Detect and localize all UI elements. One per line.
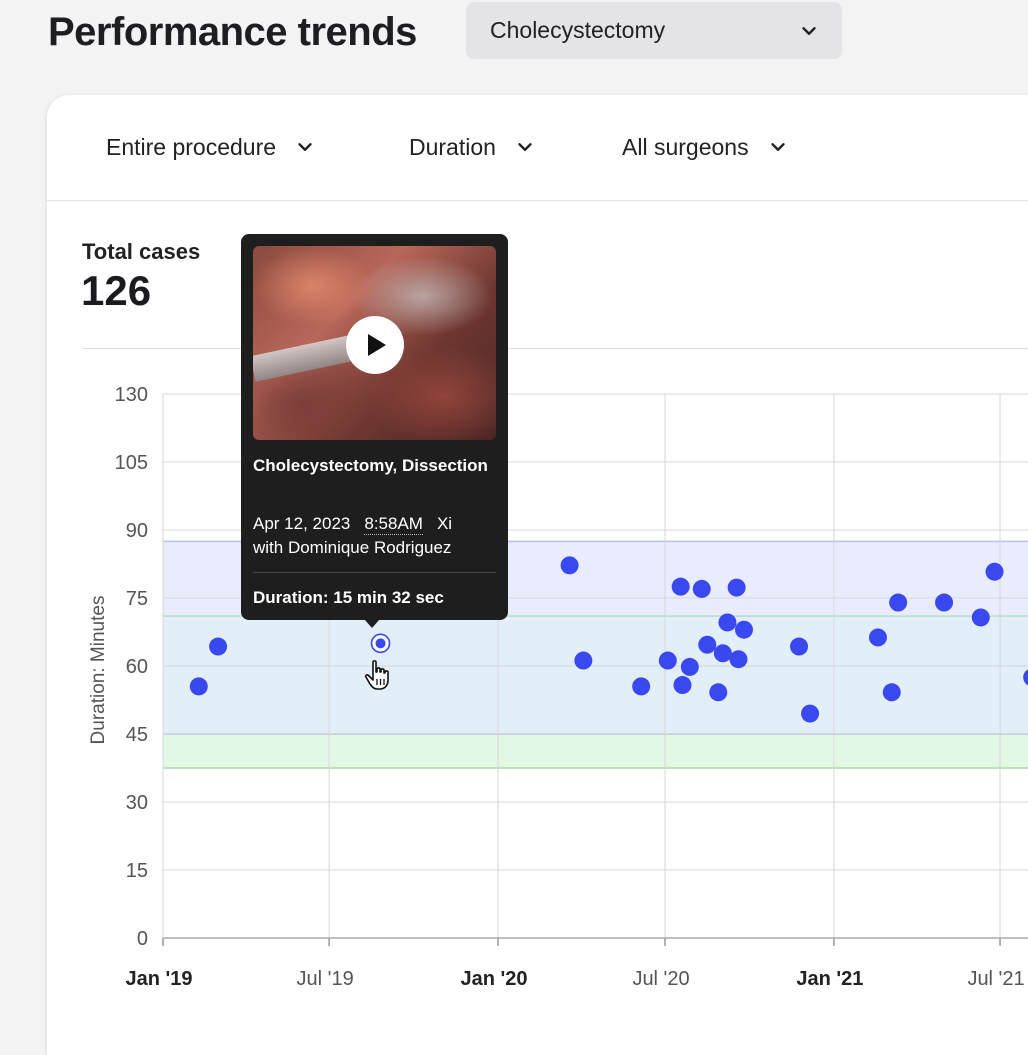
data-point[interactable] <box>709 683 728 702</box>
data-point[interactable] <box>1023 668 1028 686</box>
data-point[interactable] <box>698 635 717 654</box>
filter-bar: Entire procedure Duration All surgeons <box>47 95 1028 201</box>
chevron-down-icon <box>802 26 816 35</box>
play-icon <box>368 334 386 356</box>
surgeon-filter-label: All surgeons <box>622 133 749 160</box>
x-tick-label: Jul '20 <box>632 968 689 990</box>
data-point[interactable] <box>658 651 677 670</box>
case-tooltip: Cholecystectomy, Dissection Apr 12, 2023… <box>241 234 508 620</box>
x-tick-label: Jan '20 <box>460 968 527 990</box>
tooltip-system: Xi <box>436 514 453 533</box>
tooltip-divider <box>253 572 496 573</box>
phase-filter-label: Entire procedure <box>106 133 277 160</box>
data-point[interactable] <box>889 593 908 612</box>
tooltip-time: 8:58AM <box>364 514 423 535</box>
y-tick-label: 90 <box>126 520 148 542</box>
data-point[interactable] <box>560 556 579 575</box>
hand-pointer-icon <box>364 660 389 690</box>
chevron-down-icon <box>770 143 785 151</box>
data-point[interactable] <box>574 651 593 670</box>
page-title: Performance trends <box>48 10 417 54</box>
x-tick-label: Jan '19 <box>125 968 192 990</box>
tooltip-meta: Apr 12, 2023 8:58AM Xi <box>253 514 452 535</box>
data-point[interactable] <box>734 620 753 639</box>
y-tick-label: 60 <box>126 656 148 678</box>
target-band-1 <box>163 616 1028 734</box>
y-tick-label: 15 <box>126 860 148 882</box>
data-point[interactable] <box>801 704 820 723</box>
data-point[interactable] <box>718 613 737 632</box>
y-tick-label: 0 <box>137 928 148 950</box>
total-cases-value: 126 <box>81 267 152 314</box>
video-thumbnail[interactable] <box>253 246 496 440</box>
data-point[interactable] <box>692 579 711 598</box>
data-point[interactable] <box>671 577 690 596</box>
phase-filter-dropdown[interactable]: Entire procedure <box>106 129 316 165</box>
data-point[interactable] <box>673 676 692 695</box>
y-axis-title: Duration: Minutes <box>88 596 109 745</box>
target-band-2 <box>163 734 1028 768</box>
data-point[interactable] <box>868 628 887 647</box>
procedure-select-value: Cholecystectomy <box>490 17 666 43</box>
data-point[interactable] <box>882 683 901 702</box>
x-tick-label: Jul '21 <box>967 968 1024 990</box>
tooltip-surgeon: with Dominique Rodriguez <box>253 538 452 557</box>
selected-data-point[interactable] <box>375 638 386 649</box>
y-tick-label: 130 <box>115 384 148 406</box>
tooltip-caret <box>364 619 380 628</box>
data-point[interactable] <box>680 657 699 676</box>
metric-filter-dropdown[interactable]: Duration <box>409 129 536 165</box>
data-point[interactable] <box>632 677 651 696</box>
y-tick-label: 75 <box>126 588 148 610</box>
tooltip-duration: Duration: 15 min 32 sec <box>253 588 444 607</box>
x-tick-label: Jul '19 <box>297 968 354 990</box>
y-tick-label: 30 <box>126 792 148 814</box>
data-point[interactable] <box>971 608 990 627</box>
data-point[interactable] <box>209 637 228 656</box>
data-point[interactable] <box>790 637 809 656</box>
tooltip-date: Apr 12, 2023 <box>253 514 351 533</box>
data-point[interactable] <box>727 578 746 597</box>
procedure-select[interactable]: Cholecystectomy <box>466 2 842 59</box>
chevron-down-icon <box>518 143 532 151</box>
surgeon-filter-dropdown[interactable]: All surgeons <box>622 129 789 165</box>
data-point[interactable] <box>985 562 1004 581</box>
data-point[interactable] <box>935 593 954 612</box>
total-cases-label: Total cases <box>82 239 201 264</box>
tooltip-title: Cholecystectomy, Dissection <box>253 456 488 475</box>
metric-filter-label: Duration <box>409 133 496 160</box>
y-tick-label: 45 <box>126 724 148 746</box>
y-tick-label: 105 <box>115 452 148 474</box>
scatter-chart: 0 15 30 45 60 75 90 105 130 Jan '19 Jul '19 Jan '20… <box>88 384 1028 990</box>
divider <box>82 348 1028 349</box>
data-point[interactable] <box>189 677 208 696</box>
data-point[interactable] <box>713 644 732 663</box>
play-button[interactable] <box>346 316 404 374</box>
x-tick-label: Jan '21 <box>796 968 863 990</box>
chevron-down-icon <box>298 143 312 151</box>
data-point[interactable] <box>729 650 748 669</box>
